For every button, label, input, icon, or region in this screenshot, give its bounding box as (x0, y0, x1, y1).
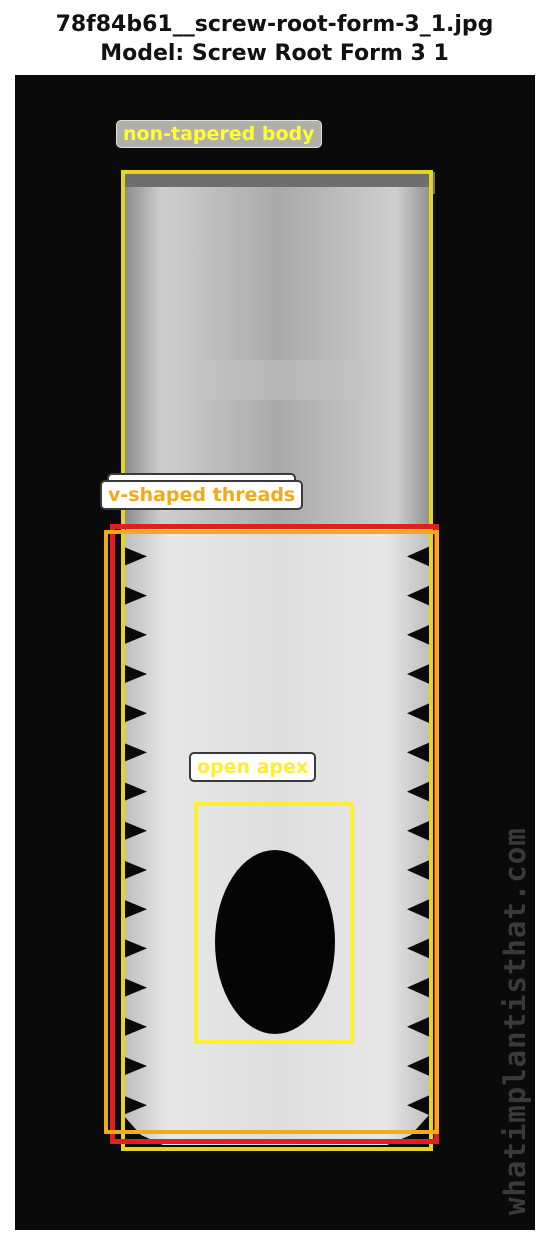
watermark-text: whatimplantisthat.com (498, 827, 532, 1215)
non-tapered-body-label: non-tapered body (116, 120, 322, 148)
model-name-title: Model: Screw Root Form 3 1 (100, 41, 449, 66)
implant-body-band (195, 360, 363, 400)
non-tapered-body-box (121, 170, 433, 1151)
implant-smooth-body (125, 187, 433, 527)
open-apex-box (194, 802, 354, 1044)
image-filename-title: 78f84b61__screw-root-form-3_1.jpg (55, 12, 494, 37)
implant-threaded-body (123, 527, 432, 1145)
open-apex-label: open apex (189, 752, 317, 782)
v-shaped-threads-label: v-shaped threads (100, 480, 304, 510)
v-shaped-threads-box (104, 530, 439, 1134)
xray-image: threaded region v-shaped threads non-tap… (15, 75, 535, 1230)
apex-vent-hole (215, 850, 335, 1034)
implant-radiograph (123, 172, 435, 1145)
